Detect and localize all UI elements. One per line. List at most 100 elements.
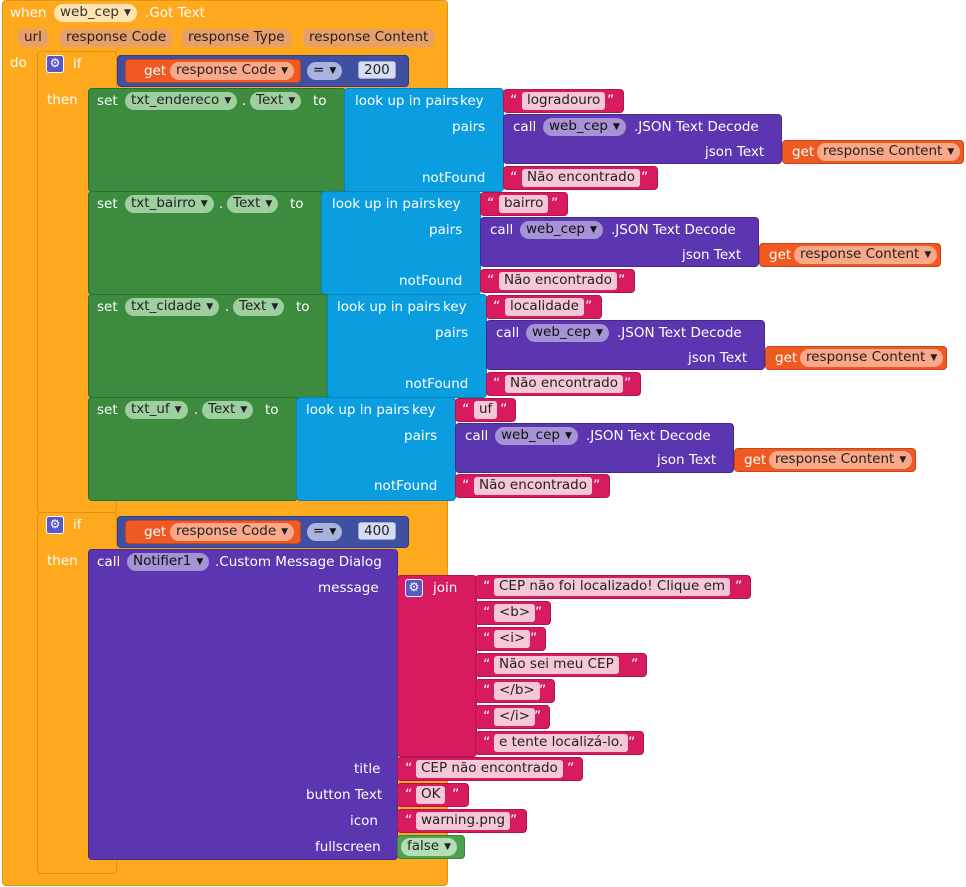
decode-method-label: .JSON Text Decode xyxy=(586,428,711,444)
set-component-dropdown[interactable]: txt_endereco ▼ xyxy=(125,92,238,110)
call-label: call xyxy=(496,325,520,341)
notfound-string[interactable]: Não encontrado xyxy=(499,272,617,290)
chevron-down-icon: ▼ xyxy=(123,8,131,18)
content-variable-dropdown[interactable]: response Content ▼ xyxy=(794,246,938,264)
open-quote: “ xyxy=(483,631,491,647)
set-label: set xyxy=(97,299,118,315)
notfound-string[interactable]: Não encontrado xyxy=(522,169,640,187)
chevron-down-icon: ▼ xyxy=(930,353,938,363)
join-item-string[interactable]: CEP não foi localizado! Clique em xyxy=(494,578,731,596)
lookup-in-pairs-block[interactable] xyxy=(344,88,504,192)
get-label: get xyxy=(792,144,815,160)
content-variable-dropdown[interactable]: response Content ▼ xyxy=(817,143,961,161)
content-variable-dropdown[interactable]: response Content ▼ xyxy=(800,349,944,367)
join-item-string[interactable]: </i> xyxy=(494,708,535,726)
mutator-gear-icon[interactable]: ⚙ xyxy=(405,579,423,597)
property-name: Text xyxy=(233,195,261,211)
operator-dropdown[interactable]: = ▼ xyxy=(307,523,343,541)
open-quote: “ xyxy=(462,478,470,494)
notfound-string[interactable]: Não encontrado xyxy=(474,477,592,495)
decode-component-dropdown[interactable]: web_cep ▼ xyxy=(526,324,609,342)
close-quote: ” xyxy=(631,657,639,673)
join-label: join xyxy=(433,580,458,596)
operator-value: = xyxy=(313,523,325,539)
to-label: to xyxy=(296,299,310,315)
call-label: call xyxy=(513,119,537,135)
close-quote: ” xyxy=(534,709,542,725)
content-variable-name: response Content xyxy=(806,349,926,365)
param-response-content[interactable]: response Content xyxy=(303,29,435,47)
set-property-dropdown[interactable]: Text ▼ xyxy=(233,298,285,316)
open-quote: “ xyxy=(487,196,495,212)
json-text-label: json Text xyxy=(657,452,717,468)
lookup-in-pairs-block[interactable] xyxy=(327,294,487,398)
decode-component-dropdown[interactable]: web_cep ▼ xyxy=(495,427,578,445)
lookup-label: look up in pairs xyxy=(337,299,441,315)
if-label: if xyxy=(73,517,82,533)
get-label: get xyxy=(775,350,798,366)
event-component-dropdown[interactable]: web_cep ▼ xyxy=(54,4,137,22)
operator-value: = xyxy=(313,62,325,78)
decode-component-dropdown[interactable]: web_cep ▼ xyxy=(520,221,603,239)
button-string[interactable]: OK xyxy=(416,786,446,804)
title-string[interactable]: CEP não encontrado xyxy=(416,760,563,778)
key-string[interactable]: uf xyxy=(474,401,498,419)
chevron-down-icon: ▼ xyxy=(947,147,955,157)
open-quote: “ xyxy=(493,299,501,315)
param-url[interactable]: url xyxy=(18,29,48,47)
lookup-in-pairs-block[interactable] xyxy=(321,191,481,295)
variable-dropdown[interactable]: response Code ▼ xyxy=(170,62,295,80)
join-item-string[interactable]: <i> xyxy=(494,630,531,648)
notfound-string[interactable]: Não encontrado xyxy=(505,375,623,393)
join-block[interactable] xyxy=(397,575,477,757)
call-label: call xyxy=(97,554,121,570)
dot-separator: . xyxy=(194,402,199,418)
param-response-type[interactable]: response Type xyxy=(182,29,291,47)
mutator-gear-icon[interactable]: ⚙ xyxy=(46,516,64,534)
join-item-string[interactable]: </b> xyxy=(494,682,540,700)
number-400[interactable]: 400 xyxy=(358,522,396,540)
mutator-gear-icon[interactable]: ⚙ xyxy=(46,55,64,73)
boolean-dropdown[interactable]: false ▼ xyxy=(401,838,458,856)
component-name: txt_endereco xyxy=(131,92,220,108)
set-property-dropdown[interactable]: Text ▼ xyxy=(250,92,302,110)
content-variable-name: response Content xyxy=(823,143,943,159)
then-label: then xyxy=(47,92,78,108)
chevron-down-icon: ▼ xyxy=(329,527,337,537)
chevron-down-icon: ▼ xyxy=(196,557,204,567)
dot-separator: . xyxy=(242,93,247,109)
join-item-string[interactable]: <b> xyxy=(494,604,536,622)
set-component-dropdown[interactable]: txt_bairro ▼ xyxy=(125,195,214,213)
open-quote: “ xyxy=(493,376,501,392)
chevron-down-icon: ▼ xyxy=(281,66,289,76)
decode-component-dropdown[interactable]: web_cep ▼ xyxy=(543,118,626,136)
close-quote: ” xyxy=(618,273,626,289)
notfound-label: notFound xyxy=(422,170,486,186)
chevron-down-icon: ▼ xyxy=(240,405,248,415)
get-label: get xyxy=(744,452,767,468)
set-property-dropdown[interactable]: Text ▼ xyxy=(202,401,254,419)
chevron-down-icon: ▼ xyxy=(174,405,182,415)
dot-separator: . xyxy=(219,196,224,212)
notifier-component-dropdown[interactable]: Notifier1 ▼ xyxy=(127,553,210,571)
set-txt-uf-block[interactable] xyxy=(88,397,298,501)
variable-dropdown[interactable]: response Code ▼ xyxy=(170,523,295,541)
key-string[interactable]: localidade xyxy=(505,298,584,316)
decode-component-name: web_cep xyxy=(501,427,560,443)
component-name: txt_bairro xyxy=(131,195,196,211)
operator-dropdown[interactable]: = ▼ xyxy=(307,62,343,80)
key-string[interactable]: logradouro xyxy=(522,92,606,110)
content-variable-dropdown[interactable]: response Content ▼ xyxy=(769,451,913,469)
param-response-code[interactable]: response Code xyxy=(60,29,173,47)
key-string[interactable]: bairro xyxy=(499,195,549,213)
set-component-dropdown[interactable]: txt_cidade ▼ xyxy=(125,298,220,316)
component-name: txt_uf xyxy=(131,401,170,417)
join-item-string[interactable]: e tente localizá-lo. xyxy=(494,734,629,752)
set-component-dropdown[interactable]: txt_uf ▼ xyxy=(125,401,188,419)
icon-label: icon xyxy=(350,813,378,829)
set-property-dropdown[interactable]: Text ▼ xyxy=(227,195,279,213)
number-200[interactable]: 200 xyxy=(358,61,396,79)
notifier-component-name: Notifier1 xyxy=(133,553,192,569)
icon-string[interactable]: warning.png xyxy=(416,812,511,830)
join-item-string[interactable]: Não sei meu CEP xyxy=(494,656,619,674)
